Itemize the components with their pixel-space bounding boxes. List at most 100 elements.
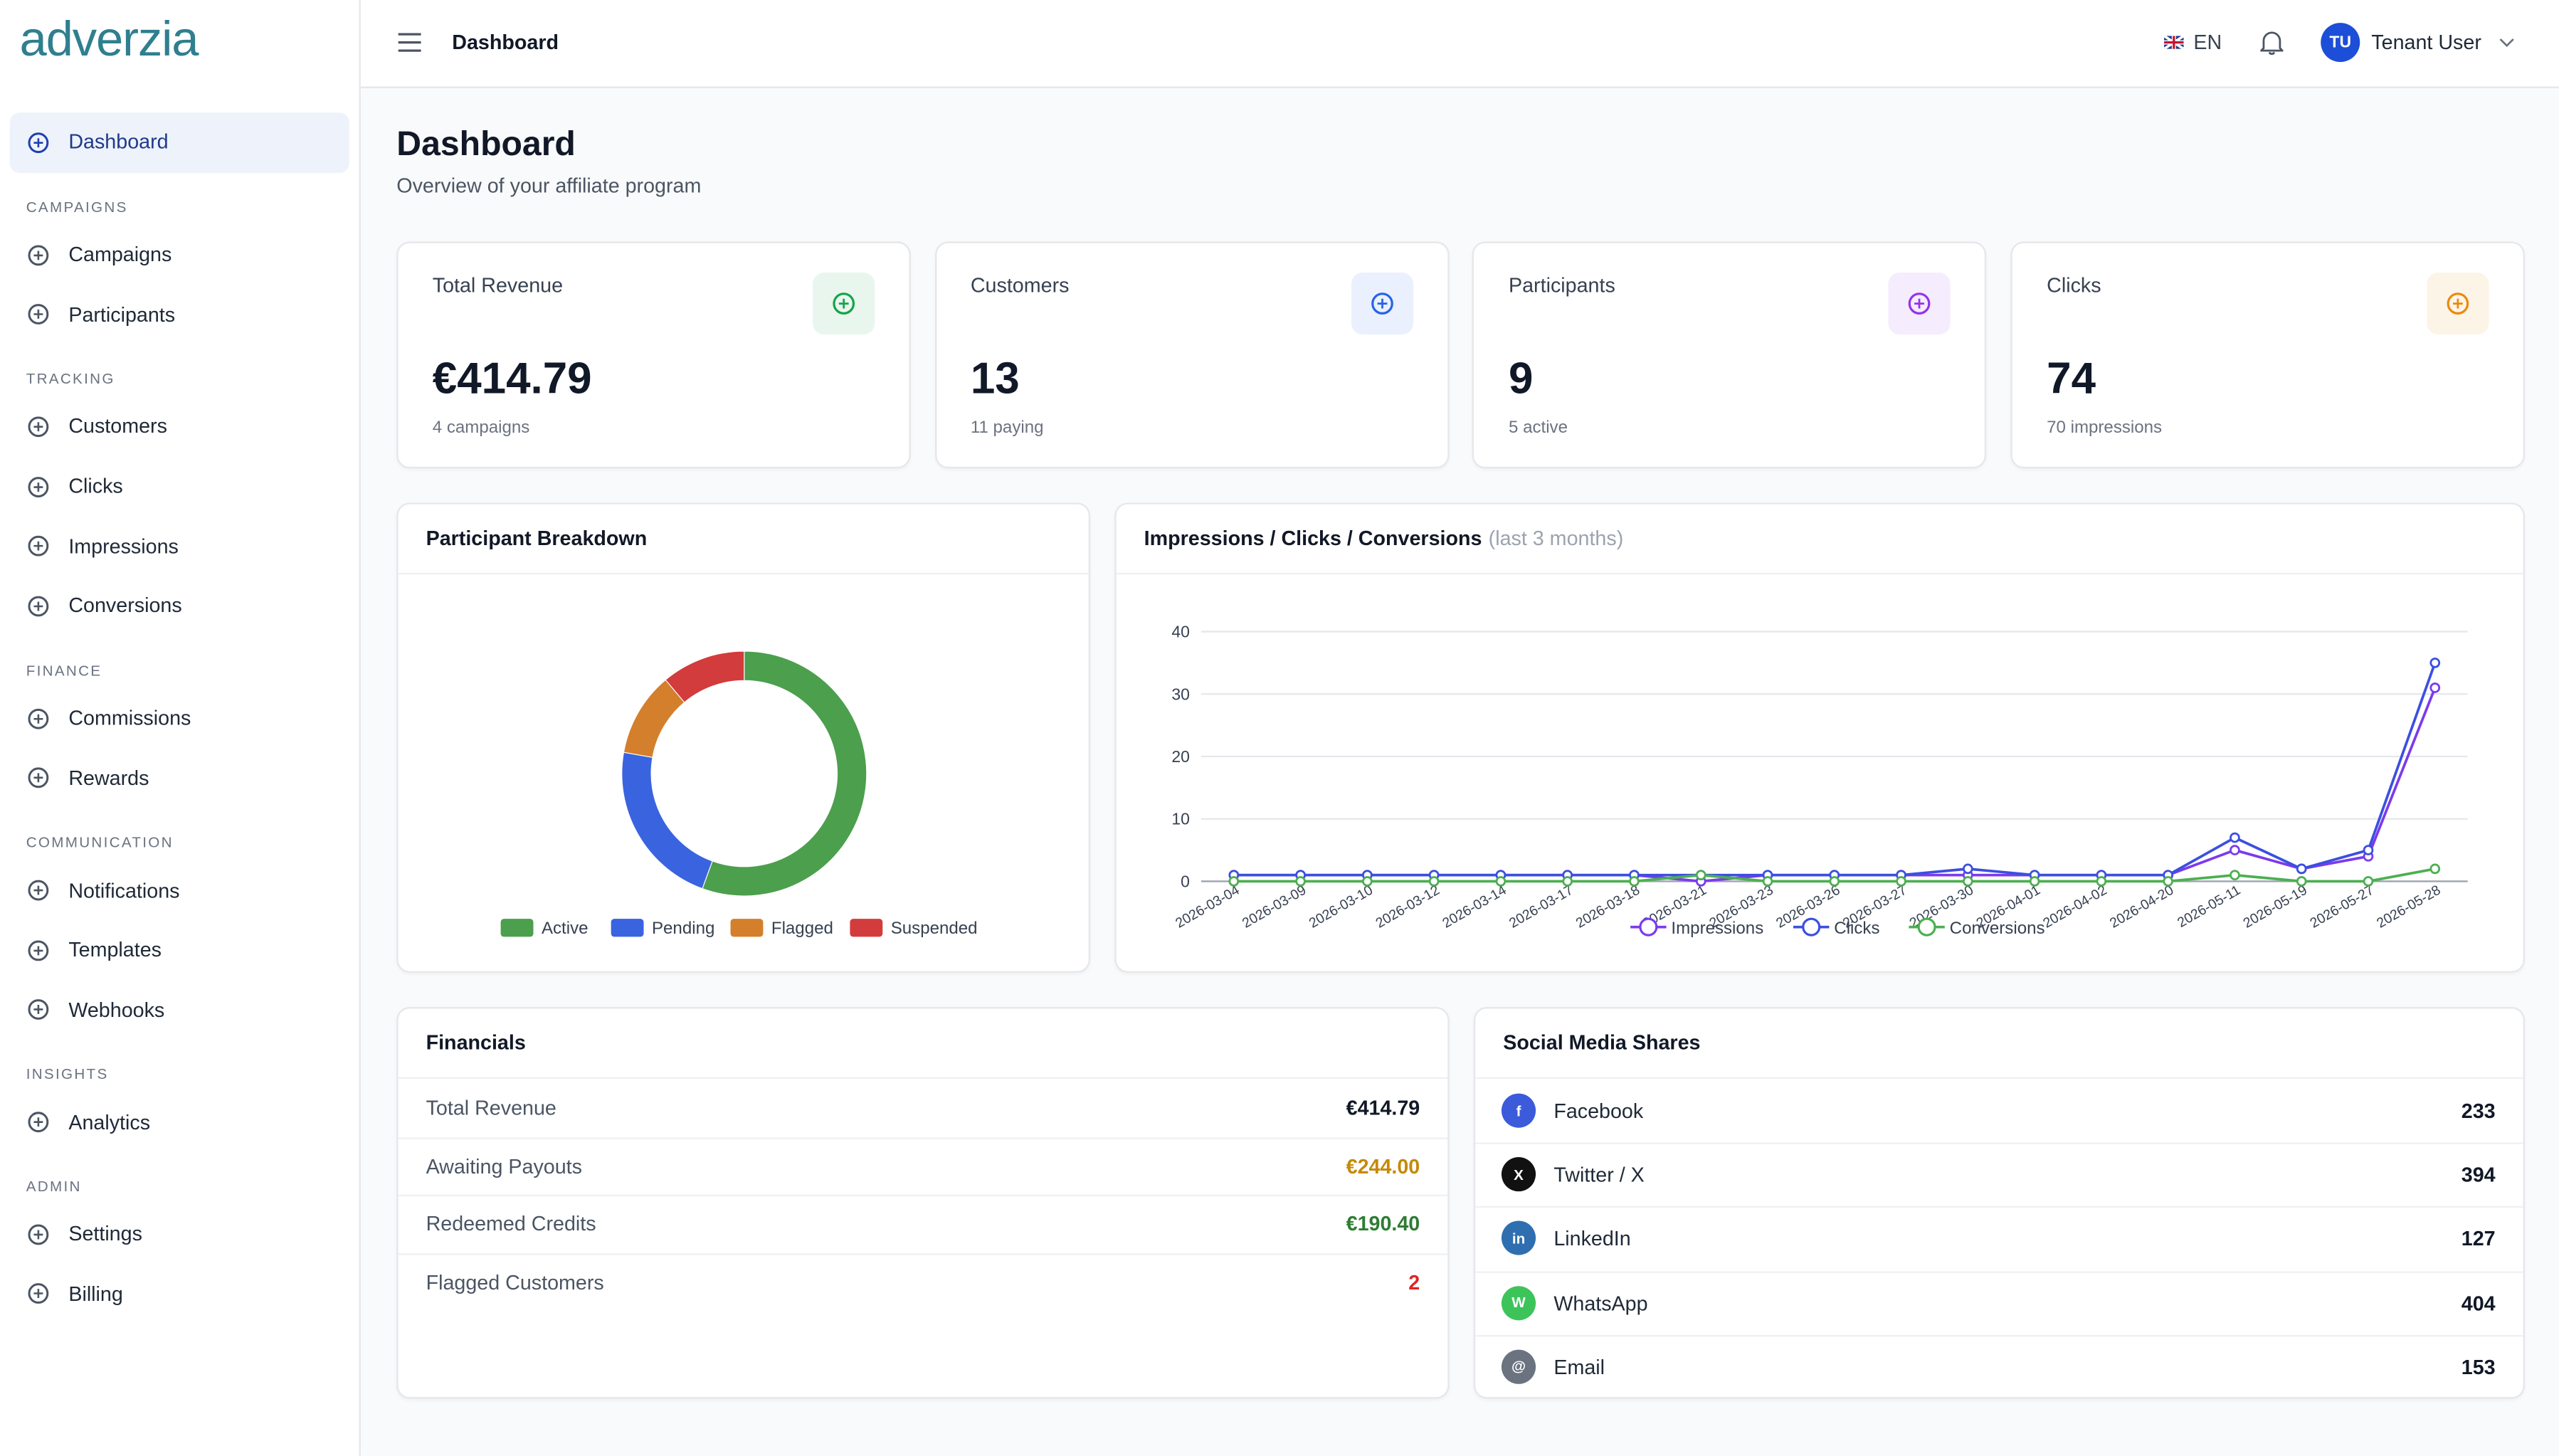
icon-shape [2447,292,2469,315]
notifications-button[interactable] [2260,29,2284,56]
legend-label: Pending [652,919,714,938]
card-title-text: Financials [426,1031,526,1055]
icon [28,880,49,901]
series-point [2096,876,2107,887]
financial-value: €244.00 [1346,1155,1420,1178]
icon [28,1224,49,1245]
nav-item[interactable]: Participants [10,285,349,344]
series-point [1896,876,1906,887]
icon-shape [28,880,49,901]
financial-row: Awaiting Payouts €244.00 [398,1137,1448,1197]
series-point [2230,832,2240,843]
stat-card: Total Revenue €414.79 4 campaigns [396,241,911,469]
icon [1909,292,1931,315]
social-count: 153 [2461,1356,2496,1379]
series-point [2363,876,2374,887]
social-row: W WhatsApp 404 [1475,1271,2523,1336]
social-row: in LinkedIn 127 [1475,1207,2523,1272]
x-tick-label: 2026-05-11 [2175,882,2243,931]
icon-shape [33,945,43,955]
financial-label: Total Revenue [426,1097,556,1120]
nav-item[interactable]: Clicks [10,457,349,517]
stat-value: €414.79 [432,354,592,403]
financial-row: Redeemed Credits €190.40 [398,1196,1448,1255]
top-bar: Dashboard EN TU Tenant User [360,0,2559,88]
social-row: X Twitter / X 394 [1475,1143,2523,1208]
nav-item[interactable]: Rewards [10,749,349,808]
financials-card: Financials Total Revenue €414.79 Awaiting P… [396,1007,1450,1399]
user-menu-chevron[interactable] [2499,38,2515,48]
x-tick-label: 2026-05-28 [2374,882,2443,932]
social-card: Social Media Shares f Facebook 233 X Twitter … [1473,1007,2525,1399]
icon-shape [28,416,49,437]
nav-item[interactable]: Commissions [10,688,349,748]
x-tick-label: 2026-05-27 [2307,882,2376,932]
legend-label: Conversions [1950,919,2045,938]
series-point [1428,876,1440,887]
icon [28,596,49,617]
financial-value: €190.40 [1346,1213,1420,1236]
legend-swatch [730,919,764,937]
stat-label: Customers [970,274,1070,297]
nav-section-title: COMMUNICATION [26,834,174,851]
icon-shape [33,1117,43,1127]
financial-value: €414.79 [1346,1097,1420,1120]
series-point [2296,863,2307,875]
user-name[interactable]: Tenant User [2371,31,2481,54]
icon [28,708,49,729]
nav-item[interactable]: Conversions [10,576,349,636]
y-tick-label: 40 [1171,623,1190,641]
social-name: Facebook [1553,1099,1644,1123]
stat-value: 74 [2047,354,2096,403]
icon [28,1284,49,1304]
card-title-text: Participant Breakdown [426,527,648,550]
icon-shape [1376,298,1387,309]
social-icon: @ [1501,1349,1536,1384]
series-point [2296,876,2307,887]
nav-item[interactable]: Analytics [10,1092,349,1152]
card-subtitle: (last 3 months) [1488,527,1624,550]
language[interactable]: EN [2193,31,2222,54]
nav-item[interactable]: Billing [10,1265,349,1324]
nav-section-title: FINANCE [26,662,102,679]
icon [28,536,49,557]
icon-shape [2453,298,2463,309]
legend-swatch [611,919,644,937]
nav-label: Rewards [68,766,149,790]
nav-item[interactable]: Templates [10,920,349,980]
series-point [1562,876,1573,887]
icon [833,292,855,315]
menu-button[interactable] [398,33,421,53]
icon [28,999,49,1020]
icon-shape [1909,292,1931,315]
icon-shape [28,536,49,557]
nav-label: Participants [68,302,176,327]
sidebar: adverzia Dashboard CAMPAIGNS Campaigns Part… [0,0,361,1456]
nav-label: Analytics [68,1110,151,1134]
nav-item[interactable]: Webhooks [10,980,349,1040]
icon-shape [28,596,49,617]
card-header: Financials [398,1008,1448,1079]
card-header: Social Media Shares [1475,1008,2523,1079]
stat-card: Clicks 74 70 impressions [2010,241,2526,469]
nav-label: Customers [68,415,167,438]
nav-item[interactable]: Settings [10,1204,349,1264]
avatar[interactable]: TU [2321,23,2360,63]
nav-item[interactable]: Notifications [10,860,349,920]
stat-icon [1351,272,1413,335]
icon-shape [33,250,43,260]
nav-item[interactable]: Impressions [10,517,349,576]
nav-item[interactable]: Campaigns [10,225,349,285]
stat-note: 4 campaigns [432,418,530,438]
financial-row: Total Revenue €414.79 [398,1079,1448,1139]
nav-item[interactable]: Customers [10,396,349,456]
social-name: Email [1553,1356,1605,1379]
line-chart: 0102030402026-03-042026-03-092026-03-102… [1171,623,2468,938]
icon-shape [33,1289,43,1299]
breakdown-card: Participant Breakdown Active Pending Flagge… [396,502,1090,973]
icon [28,768,49,788]
y-tick-label: 30 [1171,685,1190,703]
y-tick-label: 10 [1171,810,1190,828]
icon-shape [33,601,43,611]
nav-item[interactable]: Dashboard [9,112,349,173]
